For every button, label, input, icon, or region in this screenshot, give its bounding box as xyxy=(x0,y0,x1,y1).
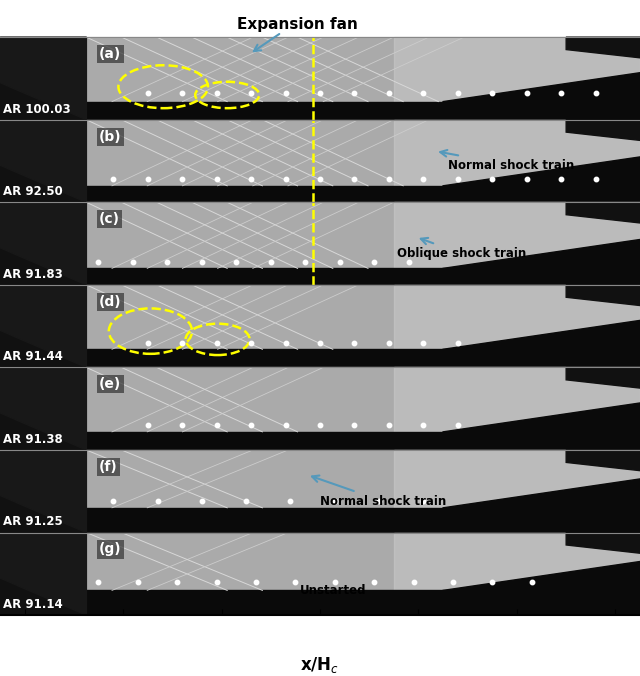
Bar xyxy=(394,202,640,268)
Text: x/H$_c$: x/H$_c$ xyxy=(300,655,340,675)
Text: (d): (d) xyxy=(99,295,122,309)
Text: (g): (g) xyxy=(99,543,122,556)
Bar xyxy=(394,533,640,590)
Bar xyxy=(394,120,640,186)
Bar xyxy=(86,120,640,202)
Bar xyxy=(0,368,86,450)
Text: AR 91.14: AR 91.14 xyxy=(3,598,63,611)
Text: AR 91.25: AR 91.25 xyxy=(3,516,63,529)
Polygon shape xyxy=(566,37,640,58)
Polygon shape xyxy=(0,450,86,533)
Polygon shape xyxy=(566,450,640,470)
Text: Unstarted: Unstarted xyxy=(300,584,366,597)
Bar xyxy=(86,349,640,368)
Bar xyxy=(394,285,640,349)
Bar xyxy=(86,368,640,450)
Polygon shape xyxy=(0,368,86,450)
Bar xyxy=(86,533,640,615)
Polygon shape xyxy=(0,120,86,202)
Text: AR 92.50: AR 92.50 xyxy=(3,185,63,198)
Polygon shape xyxy=(443,73,640,120)
Bar xyxy=(394,368,640,432)
Bar xyxy=(0,202,86,285)
Polygon shape xyxy=(566,202,640,223)
Text: (b): (b) xyxy=(99,130,122,144)
Text: AR 91.38: AR 91.38 xyxy=(3,433,63,446)
Polygon shape xyxy=(566,368,640,388)
Polygon shape xyxy=(443,479,640,533)
Text: AR 100.03: AR 100.03 xyxy=(3,103,71,116)
Bar xyxy=(86,186,640,202)
Bar xyxy=(86,450,640,533)
Bar xyxy=(86,590,640,615)
Polygon shape xyxy=(566,120,640,141)
Bar xyxy=(0,285,86,368)
Text: (e): (e) xyxy=(99,377,122,391)
Polygon shape xyxy=(443,239,640,285)
Polygon shape xyxy=(443,320,640,368)
Bar xyxy=(0,120,86,202)
Text: Normal shock train: Normal shock train xyxy=(440,150,574,172)
Polygon shape xyxy=(443,157,640,202)
Polygon shape xyxy=(443,403,640,450)
Text: (f): (f) xyxy=(99,460,118,474)
Bar xyxy=(86,202,640,285)
Bar xyxy=(0,533,86,615)
Text: (c): (c) xyxy=(99,212,120,226)
Bar xyxy=(86,285,640,368)
Polygon shape xyxy=(566,285,640,306)
Bar xyxy=(0,450,86,533)
Polygon shape xyxy=(0,202,86,285)
Bar xyxy=(86,101,640,120)
Text: Oblique shock train: Oblique shock train xyxy=(397,238,526,260)
Polygon shape xyxy=(0,37,86,120)
Text: Expansion fan: Expansion fan xyxy=(237,17,358,32)
Bar xyxy=(0,37,86,120)
Text: AR 91.44: AR 91.44 xyxy=(3,350,63,363)
Polygon shape xyxy=(0,533,86,615)
Polygon shape xyxy=(566,533,640,553)
Polygon shape xyxy=(0,285,86,368)
Bar xyxy=(86,268,640,285)
Text: (a): (a) xyxy=(99,47,122,61)
Bar xyxy=(86,508,640,533)
Bar xyxy=(86,432,640,450)
Bar xyxy=(394,450,640,508)
Text: AR 91.83: AR 91.83 xyxy=(3,268,63,281)
Bar xyxy=(394,37,640,101)
Polygon shape xyxy=(443,562,640,615)
Text: Normal shock train: Normal shock train xyxy=(312,475,446,508)
Bar xyxy=(86,37,640,120)
